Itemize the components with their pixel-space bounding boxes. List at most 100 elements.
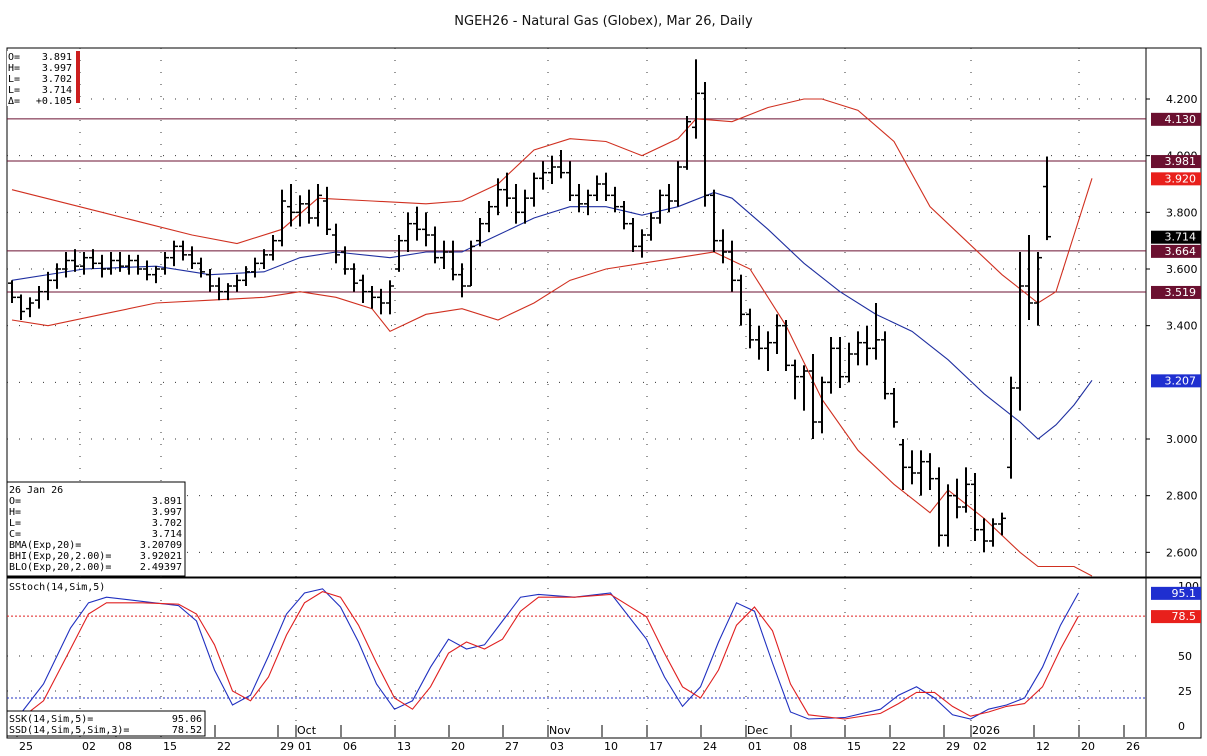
price-tag-label: 4.130: [1165, 113, 1197, 126]
date-tick-label-12: 10: [604, 740, 618, 753]
ohlc-bar-98: [890, 388, 898, 428]
ohlc-bar-115: [1043, 156, 1051, 241]
ohlc-bar-1: [17, 294, 25, 320]
ohlc-bar-87: [791, 359, 799, 400]
chart-frame: [6, 47, 1202, 739]
ohlc-bar-38: [350, 263, 358, 292]
price-tag-3: 3.714: [1151, 230, 1201, 244]
ohlc-bar-103: [935, 467, 943, 547]
ohlc-bar-91: [827, 337, 835, 394]
info-row-1-value: 3.997: [152, 507, 182, 518]
ohlc-readout-panel: O= 3.891 H= 3.997 L= 3.702 L= 3.714 Δ= +…: [7, 51, 80, 107]
horizontal-lines: [7, 118, 1146, 293]
price-tag-box: [1151, 155, 1201, 169]
price-tag-label: 95.1: [1172, 587, 1197, 600]
ohlc-bar-94: [854, 331, 862, 366]
ohlc-bar-81: [737, 274, 745, 326]
ohlc-bar-49: [449, 240, 457, 281]
info-row-0-value: 3.891: [152, 496, 182, 507]
ohlc-bar-100: [908, 450, 916, 485]
band-0: [11, 98, 1093, 304]
ohlc-bar-43: [395, 235, 403, 272]
ohlc-bar-63: [575, 184, 583, 213]
ohlc-bar-86: [782, 320, 790, 371]
ohlc-bar-4: [44, 271, 52, 301]
ohlc-bar-37: [341, 246, 349, 275]
date-tick-label-22: 20: [1081, 740, 1095, 753]
ohlc-bar-25: [233, 274, 241, 292]
date-tick-label-1: 02: [82, 740, 96, 753]
date-tick-label-18: 22: [892, 740, 906, 753]
ohlc-bar-9: [89, 249, 97, 269]
ohlc-bar-16: [152, 266, 160, 284]
ohlc-bar-67: [611, 186, 619, 213]
ohlc-row-4-value: +0.105: [36, 96, 72, 107]
ohlc-bar-36: [332, 223, 340, 264]
ohlc-bar-22: [206, 269, 214, 292]
price-tag-6: 3.207: [1151, 374, 1201, 388]
ohlc-row-2-value: 3.702: [42, 74, 72, 85]
ohlc-bar-84: [764, 331, 772, 371]
date-tick-label-2: 08: [118, 740, 132, 753]
ohlc-bar-42: [386, 280, 394, 315]
ohlc-bar-51: [467, 240, 475, 287]
stoch-tag-0: 95.1: [1151, 586, 1201, 600]
ohlc-bar-114: [1034, 252, 1042, 326]
ohlc-bar-15: [143, 260, 151, 281]
ohlc-bar-106: [962, 467, 970, 513]
stoch-row-1-key: SSD(14,Sim,5,Sim,3)=: [9, 725, 129, 736]
ohlc-bar-14: [134, 254, 142, 275]
date-tick-label-13: 17: [649, 740, 663, 753]
stoch-title: SStoch(14,Sim,5): [9, 582, 105, 593]
ohlc-bar-101: [917, 450, 925, 496]
info-row-3-key: C=: [9, 529, 21, 540]
ohlc-bar-41: [377, 288, 385, 315]
ohlc-bar-57: [521, 189, 529, 224]
price-tag-label: 3.519: [1165, 286, 1197, 299]
info-row-6-value: 2.49397: [140, 562, 182, 573]
ohlc-bar-80: [728, 240, 736, 292]
ohlc-bar-24: [224, 283, 232, 301]
ohlc-bar-19: [179, 240, 187, 261]
date-tick-label-10: 27: [505, 740, 519, 753]
ohlc-bar-75: [683, 116, 691, 170]
stoch-tag-1: 78.5: [1151, 610, 1201, 624]
ohlc-bar-30: [278, 189, 286, 247]
price-tag-box: [1151, 230, 1201, 244]
info-date: 26 Jan 26: [9, 485, 63, 496]
ohlc-bar-96: [872, 303, 880, 360]
ohlc-bar-35: [323, 186, 331, 235]
ohlc-bar-74: [674, 161, 682, 207]
price-tick-label-3: 3.600: [1166, 263, 1198, 276]
ohlc-bar-61: [557, 150, 565, 179]
date-tick-label-3: 15: [163, 740, 177, 753]
date-tick-label-11: 03: [550, 740, 564, 753]
ohlc-bar-82: [746, 308, 754, 349]
ohlc-bar-62: [566, 161, 574, 201]
price-tag-label: 78.5: [1172, 610, 1197, 623]
ohlc-bar-71: [647, 212, 655, 241]
band-1: [11, 191, 1093, 440]
ohlc-bar-18: [170, 240, 178, 267]
info-row-1-key: H=: [9, 507, 21, 518]
price-tag-box: [1151, 285, 1201, 299]
ohlc-bar-105: [953, 478, 961, 519]
date-tick-label-15: 01: [748, 740, 762, 753]
date-tick-label-7: 06: [343, 740, 357, 753]
ohlc-bar-3: [35, 286, 43, 309]
ohlc-bar-58: [530, 172, 538, 207]
ohlc-bar-52: [476, 218, 484, 247]
ohlc-bar-64: [584, 189, 592, 216]
ohlc-bar-17: [161, 252, 169, 275]
price-tick-label-2: 3.800: [1166, 206, 1198, 219]
ohlc-row-4-key: Δ=: [8, 96, 20, 107]
price-tag-box: [1151, 112, 1201, 126]
date-tick-label-17: 15: [847, 740, 861, 753]
date-tick-label-14: 24: [703, 740, 717, 753]
grid: [7, 48, 1146, 737]
ohlc-bar-104: [944, 484, 952, 547]
ohlc-bar-90: [818, 376, 826, 434]
ohlc-bar-39: [359, 274, 367, 303]
info-row-6-key: BLO(Exp,20,2.00)=: [9, 562, 111, 573]
